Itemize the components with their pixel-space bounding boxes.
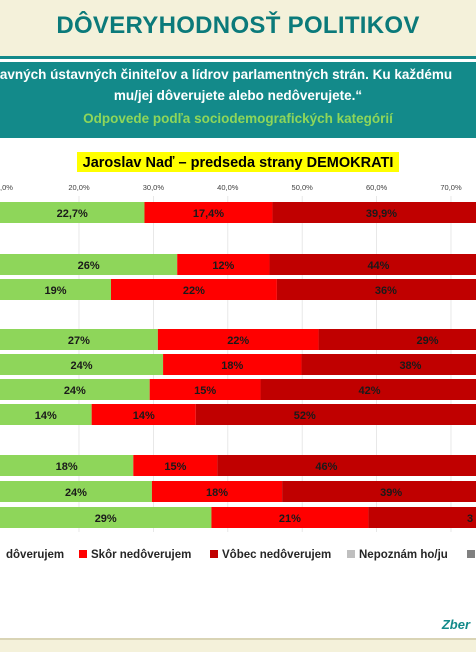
data-label: 18% [56, 461, 78, 473]
bar-segment [276, 279, 476, 300]
x-tick-label: 70,0% [440, 183, 462, 192]
question-line-1: avných ústavných činiteľov a lídrov parl… [0, 67, 453, 82]
bar-segment [151, 481, 283, 502]
data-label: 15% [194, 385, 216, 397]
bar-segment [0, 354, 164, 375]
question-subtitle: Odpovede podľa sociodemografických kateg… [83, 111, 393, 126]
data-label: 19% [44, 285, 66, 297]
x-tick-label: 60,0% [366, 183, 388, 192]
stacked-bar-chart: Jaroslav Naď – predseda strany DEMOKRATI… [0, 152, 476, 561]
bar-segment [157, 329, 319, 350]
data-label: 14% [133, 410, 155, 422]
data-label: 14% [35, 410, 57, 422]
bar-segment [318, 329, 476, 350]
data-label: 15% [164, 461, 186, 473]
bar-segment [163, 354, 302, 375]
x-tick-label: 40,0% [217, 183, 239, 192]
data-label: 44% [367, 260, 389, 272]
bar-segment [144, 202, 273, 223]
data-label: 29% [417, 335, 439, 347]
legend-label: Nepoznám ho/ju [359, 549, 448, 561]
bar-segment [195, 404, 476, 425]
chart-title: Jaroslav Naď – predseda strany DEMOKRATI [83, 155, 394, 171]
legend-swatch [210, 550, 218, 558]
data-label: 22,7% [57, 208, 88, 220]
bar-segment [0, 254, 178, 275]
data-label: 12% [212, 260, 234, 272]
legend-swatch [467, 550, 475, 558]
footer-bar [0, 638, 476, 652]
legend-label: Vôbec nedôverujem [222, 549, 331, 561]
data-label: 22% [227, 335, 249, 347]
header-banner: DÔVERYHODNOSŤ POLITIKOV [0, 0, 476, 59]
data-label: 24% [64, 385, 86, 397]
bar-segment [133, 455, 218, 476]
bar-segment [110, 279, 277, 300]
legend-swatch [347, 550, 355, 558]
x-tick-label: ,0% [0, 183, 13, 192]
data-label: 52% [294, 410, 316, 422]
bar-segment [301, 354, 476, 375]
data-label: 22% [183, 285, 205, 297]
bar-segment [91, 404, 196, 425]
data-label: 3 [467, 513, 473, 525]
bar-segment [0, 404, 92, 425]
data-label: 21% [279, 513, 301, 525]
bar-segment [0, 507, 212, 528]
data-label: 39% [380, 487, 402, 499]
source-label: Zber [441, 617, 470, 632]
data-label: 24% [65, 487, 87, 499]
data-label: 18% [206, 487, 228, 499]
chart-title-highlight [77, 152, 399, 172]
x-tick-label: 30,0% [143, 183, 165, 192]
data-label: 29% [95, 513, 117, 525]
data-label: 46% [315, 461, 337, 473]
legend-label: dôverujem [6, 549, 64, 561]
bar-segment [0, 379, 150, 400]
question-banner: avných ústavných činiteľov a lídrov parl… [0, 62, 476, 138]
bar-segment [0, 455, 134, 476]
bar-segment [282, 481, 476, 502]
question-line-2: mu/jej dôverujete alebo nedôverujete.“ [113, 88, 363, 103]
data-label: 26% [78, 260, 100, 272]
bar-segment [368, 507, 476, 528]
data-label: 17,4% [193, 208, 224, 220]
bar-segment [149, 379, 261, 400]
bar-segment [0, 279, 111, 300]
bar-segment [0, 202, 145, 223]
data-label: 24% [71, 360, 93, 372]
bar-segment [0, 329, 158, 350]
x-tick-label: 50,0% [292, 183, 314, 192]
page-title: DÔVERYHODNOSŤ POLITIKOV [56, 12, 420, 39]
legend-label: Skôr nedôverujem [91, 549, 191, 561]
bar-segment [272, 202, 476, 223]
data-label: 27% [68, 335, 90, 347]
x-tick-label: 20,0% [68, 183, 90, 192]
bar-segment [217, 455, 476, 476]
legend-swatch [79, 550, 87, 558]
bar-segment [260, 379, 476, 400]
bar-segment [211, 507, 369, 528]
bar-segment [177, 254, 270, 275]
data-label: 36% [375, 285, 397, 297]
data-label: 39,9% [366, 208, 397, 220]
bar-segment [269, 254, 476, 275]
data-label: 18% [221, 360, 243, 372]
data-label: 38% [399, 360, 421, 372]
data-label: 42% [359, 385, 381, 397]
bar-segment [0, 481, 152, 502]
